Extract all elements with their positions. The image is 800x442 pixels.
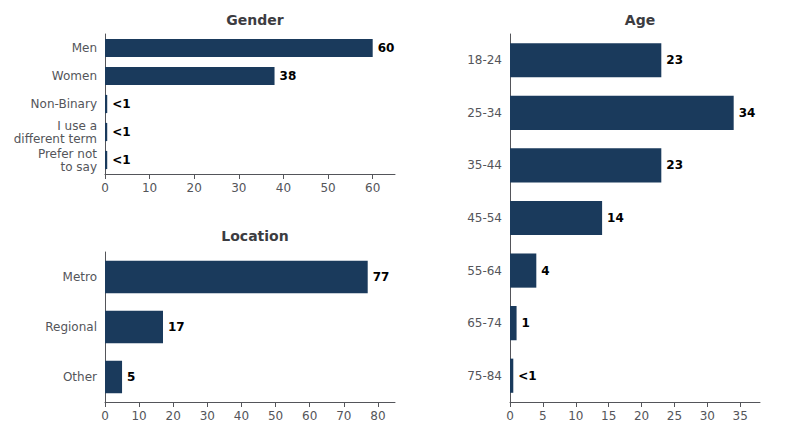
svg-text:40: 40 bbox=[234, 409, 249, 423]
svg-text:1: 1 bbox=[522, 316, 530, 330]
svg-text:Non-Binary: Non-Binary bbox=[31, 97, 97, 111]
svg-text:Women: Women bbox=[52, 69, 97, 83]
svg-text:Metro: Metro bbox=[63, 270, 97, 284]
svg-text:15: 15 bbox=[601, 409, 616, 423]
svg-text:35: 35 bbox=[733, 409, 748, 423]
svg-text:10: 10 bbox=[142, 181, 157, 195]
svg-text:0: 0 bbox=[506, 409, 514, 423]
svg-text:23: 23 bbox=[666, 158, 683, 172]
svg-text:0: 0 bbox=[101, 409, 109, 423]
svg-text:5: 5 bbox=[127, 370, 135, 384]
svg-text:Location: Location bbox=[221, 228, 288, 244]
svg-text:50: 50 bbox=[268, 409, 283, 423]
svg-text:45-54: 45-54 bbox=[467, 211, 502, 225]
svg-text:<1: <1 bbox=[112, 125, 130, 139]
svg-text:I use a: I use a bbox=[57, 119, 97, 133]
svg-text:20: 20 bbox=[166, 409, 181, 423]
svg-text:35-44: 35-44 bbox=[467, 158, 502, 172]
svg-text:<1: <1 bbox=[112, 153, 130, 167]
svg-text:Prefer not: Prefer not bbox=[38, 147, 97, 161]
svg-text:18-24: 18-24 bbox=[467, 53, 502, 67]
svg-text:30: 30 bbox=[200, 409, 215, 423]
svg-text:40: 40 bbox=[276, 181, 291, 195]
svg-text:20: 20 bbox=[634, 409, 649, 423]
svg-text:77: 77 bbox=[373, 270, 390, 284]
svg-text:23: 23 bbox=[666, 53, 683, 67]
svg-text:34: 34 bbox=[739, 106, 756, 120]
svg-text:to say: to say bbox=[60, 160, 97, 174]
svg-text:25: 25 bbox=[667, 409, 682, 423]
svg-text:30: 30 bbox=[231, 181, 246, 195]
svg-text:38: 38 bbox=[280, 69, 297, 83]
svg-text:50: 50 bbox=[320, 181, 335, 195]
svg-text:<1: <1 bbox=[518, 369, 536, 383]
svg-text:10: 10 bbox=[568, 409, 583, 423]
svg-text:25-34: 25-34 bbox=[467, 106, 502, 120]
svg-text:Other: Other bbox=[63, 370, 97, 384]
svg-text:60: 60 bbox=[378, 41, 395, 55]
svg-text:<1: <1 bbox=[112, 97, 130, 111]
svg-text:55-64: 55-64 bbox=[467, 264, 502, 278]
svg-text:Men: Men bbox=[72, 41, 97, 55]
svg-text:5: 5 bbox=[539, 409, 547, 423]
svg-text:0: 0 bbox=[101, 181, 109, 195]
svg-text:different term: different term bbox=[14, 132, 97, 146]
svg-text:4: 4 bbox=[541, 264, 549, 278]
svg-text:10: 10 bbox=[131, 409, 146, 423]
svg-text:65-74: 65-74 bbox=[467, 316, 502, 330]
svg-text:Gender: Gender bbox=[226, 12, 283, 28]
svg-text:20: 20 bbox=[187, 181, 202, 195]
svg-text:80: 80 bbox=[370, 409, 385, 423]
svg-text:Regional: Regional bbox=[45, 320, 97, 334]
svg-text:14: 14 bbox=[607, 211, 624, 225]
svg-text:75-84: 75-84 bbox=[467, 369, 502, 383]
svg-text:60: 60 bbox=[302, 409, 317, 423]
svg-text:70: 70 bbox=[336, 409, 351, 423]
svg-text:17: 17 bbox=[168, 320, 185, 334]
svg-text:Age: Age bbox=[625, 12, 655, 28]
svg-text:60: 60 bbox=[365, 181, 380, 195]
svg-text:30: 30 bbox=[700, 409, 715, 423]
